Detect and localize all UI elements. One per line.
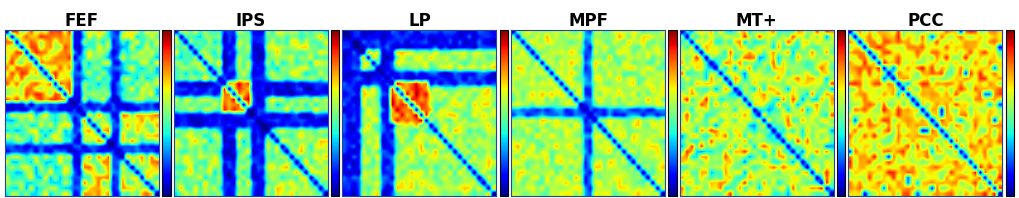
Title: MPF: MPF [568, 12, 608, 30]
Title: IPS: IPS [235, 12, 266, 30]
Title: MT+: MT+ [736, 12, 777, 30]
Title: FEF: FEF [65, 12, 99, 30]
Title: LP: LP [408, 12, 431, 30]
Title: PCC: PCC [907, 12, 944, 30]
